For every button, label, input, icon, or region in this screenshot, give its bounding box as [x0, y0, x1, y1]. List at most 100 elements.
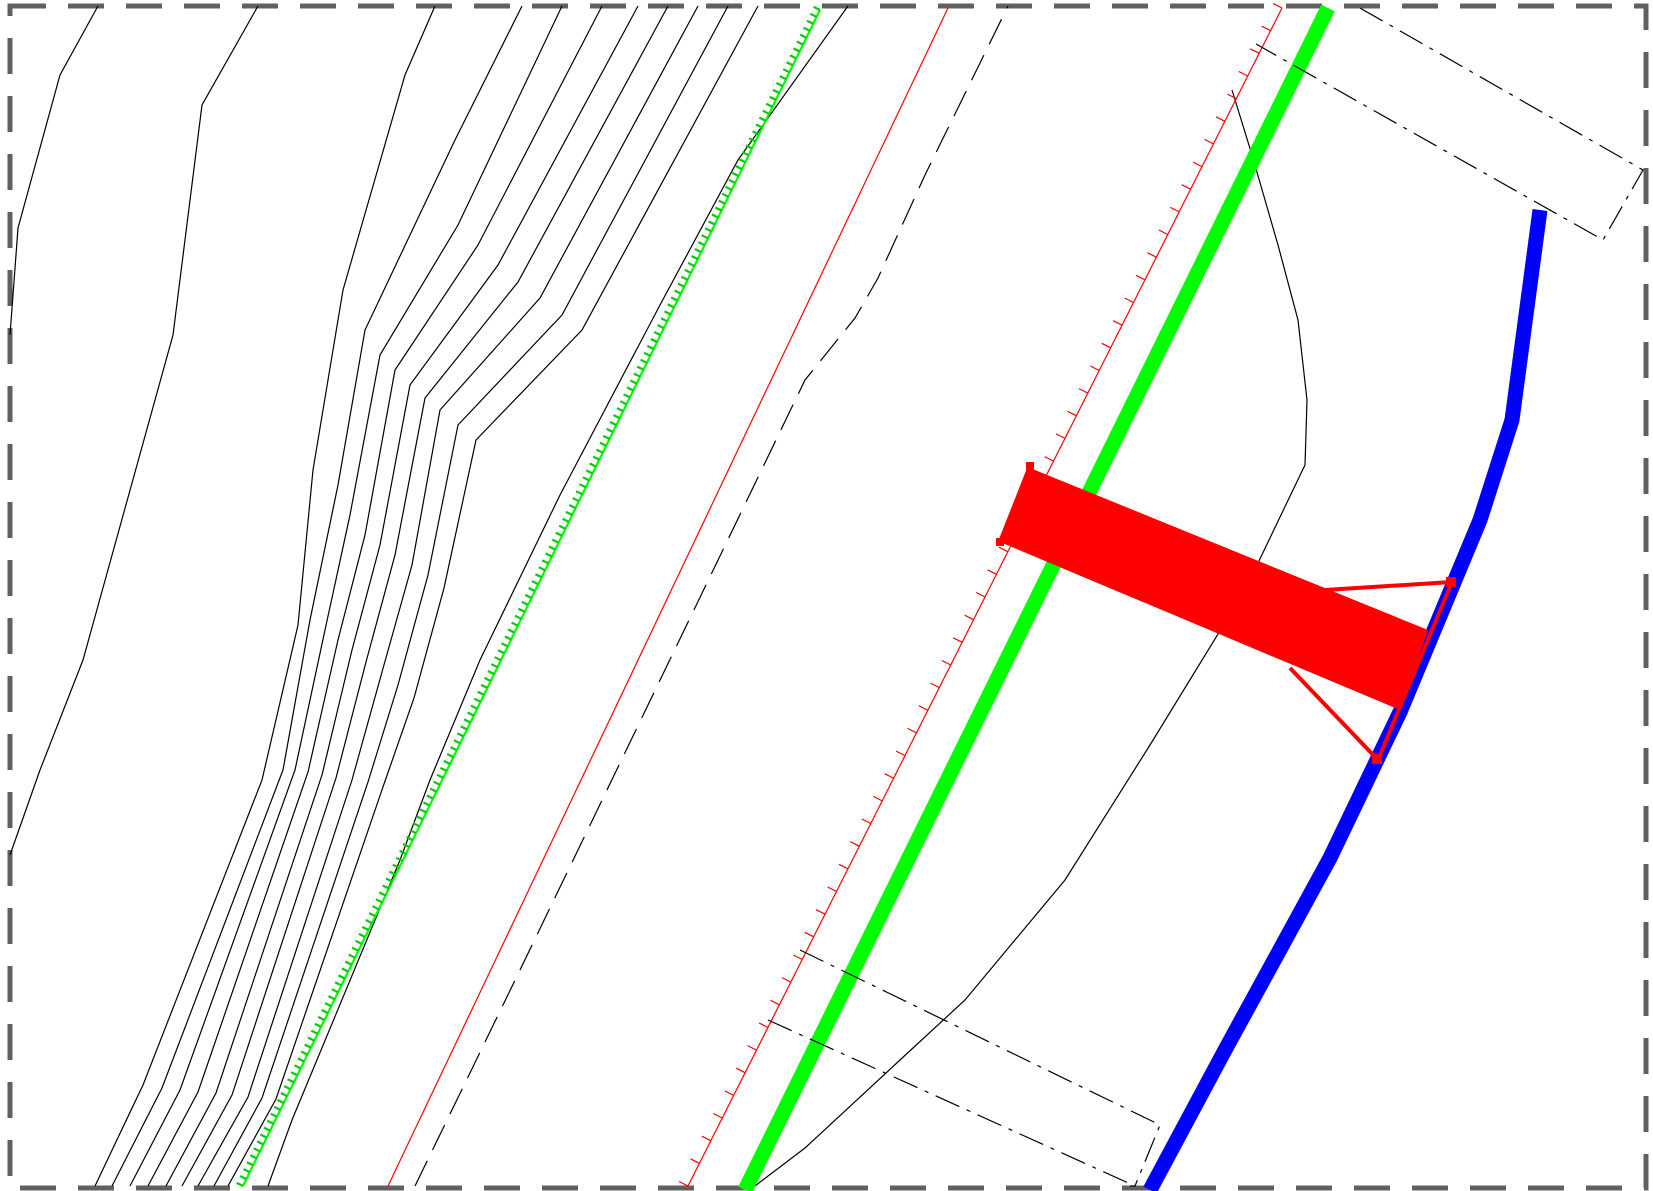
tick-mark [748, 137, 756, 143]
tick-mark [453, 739, 461, 745]
tick-mark [585, 469, 594, 475]
tick-mark [314, 1022, 322, 1028]
tick-mark [678, 1180, 689, 1187]
tick-mark [884, 773, 894, 779]
tick-mark [310, 1029, 319, 1035]
tick-mark [599, 441, 607, 447]
contour-line [197, 5, 699, 1187]
tick-mark [365, 919, 373, 925]
tick-mark [358, 932, 366, 938]
tick-mark [419, 808, 427, 814]
tick-mark [930, 682, 940, 689]
tick-mark [331, 988, 339, 994]
tick-mark [385, 877, 393, 883]
tick-mark [796, 40, 804, 46]
tick-mark [439, 766, 448, 772]
tick-mark [416, 815, 424, 821]
dashdot-outline-bottom [799, 949, 1161, 1187]
tick-mark [426, 794, 434, 800]
tick-mark [1101, 342, 1111, 349]
tick-mark [765, 102, 773, 108]
tick-mark [538, 566, 546, 572]
tick-mark [998, 546, 1009, 553]
tick-mark [1170, 206, 1180, 213]
tick-mark [758, 1022, 769, 1028]
tick-mark [460, 725, 468, 731]
drawing-frame [7, 3, 1649, 1191]
tick-mark [456, 732, 465, 738]
green-slope-hatch [236, 5, 821, 1187]
tick-mark [266, 1119, 274, 1125]
tick-mark [708, 220, 716, 226]
red-bridge-end-left [998, 465, 1032, 543]
tick-mark [741, 151, 750, 157]
tick-mark [724, 1090, 734, 1096]
tick-mark [680, 275, 689, 281]
red-bridge-block [1000, 468, 1428, 710]
tick-mark [918, 705, 929, 711]
tick-mark [803, 26, 811, 32]
tick-mark [769, 95, 777, 101]
tick-mark [1192, 161, 1203, 168]
tick-mark [283, 1085, 291, 1091]
tick-mark [446, 753, 454, 759]
blue-boundary-line [1143, 209, 1548, 1191]
tick-mark [626, 386, 634, 392]
tick-mark [674, 289, 682, 295]
tick-mark [772, 88, 780, 94]
tick-mark [405, 836, 414, 842]
tick-mark [684, 268, 692, 274]
tick-mark [382, 884, 390, 890]
tick-mark [596, 448, 604, 454]
dashdot-outline-bottom-inner [767, 1019, 1136, 1187]
tick-mark [239, 1175, 247, 1181]
tick-mark [287, 1078, 295, 1084]
tick-mark [582, 476, 590, 482]
tick-mark [355, 939, 363, 945]
tick-mark [395, 856, 403, 862]
tick-mark [541, 559, 549, 565]
tick-mark [663, 310, 672, 316]
tick-mark [494, 656, 502, 662]
tick-mark [1090, 365, 1100, 372]
tick-mark [399, 849, 407, 855]
contour-line [181, 5, 669, 1187]
tick-mark [697, 241, 706, 247]
tick-mark [256, 1140, 264, 1146]
tick-mark [317, 1015, 325, 1021]
tick-mark [592, 455, 600, 461]
tick-mark [792, 47, 801, 53]
tick-mark [378, 891, 387, 897]
tick-mark [747, 1045, 757, 1051]
tick-mark [551, 538, 560, 544]
tick-mark [762, 109, 770, 115]
tick-mark [606, 427, 614, 433]
tick-mark [1261, 25, 1271, 32]
tick-mark [558, 524, 566, 530]
tick-mark [1147, 252, 1157, 258]
tick-mark [701, 234, 709, 240]
tick-mark [521, 600, 529, 606]
tick-mark [307, 1036, 315, 1042]
red-brace-cap-top [1446, 577, 1456, 587]
tick-mark [473, 697, 482, 703]
tick-mark [667, 303, 675, 309]
tick-mark [704, 227, 712, 233]
tick-mark [752, 130, 760, 136]
tick-mark [246, 1161, 254, 1167]
tick-mark [361, 926, 370, 931]
tick-mark [514, 614, 522, 620]
tick-mark [850, 841, 860, 847]
tick-mark [504, 635, 512, 641]
tick-mark [694, 248, 702, 254]
tick-mark [640, 358, 648, 364]
tick-mark [779, 75, 787, 81]
tick-mark [470, 704, 478, 710]
contour-line [754, 89, 1308, 1187]
tick-mark [450, 746, 458, 752]
tick-mark [782, 68, 790, 74]
tick-mark [941, 659, 951, 666]
tick-mark [781, 977, 792, 983]
tick-mark [616, 407, 624, 413]
tick-mark [260, 1133, 268, 1139]
